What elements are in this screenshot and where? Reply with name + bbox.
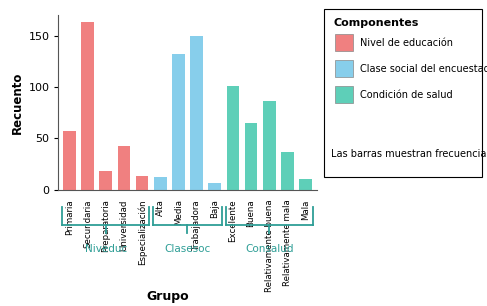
- Text: Componentes: Componentes: [334, 18, 419, 28]
- Bar: [63, 131, 75, 190]
- Bar: [226, 86, 239, 190]
- Bar: [281, 152, 294, 190]
- Bar: [245, 123, 258, 190]
- Text: Niveduc: Niveduc: [85, 244, 127, 254]
- Text: Consalud: Consalud: [245, 244, 294, 254]
- Text: Clasesoc: Clasesoc: [165, 244, 210, 254]
- Text: Grupo: Grupo: [147, 290, 189, 303]
- Bar: [208, 183, 221, 190]
- Text: Nivel de educación: Nivel de educación: [360, 38, 453, 48]
- Bar: [172, 54, 185, 190]
- Text: Condición de salud: Condición de salud: [360, 90, 453, 100]
- Bar: [300, 179, 312, 190]
- Bar: [263, 102, 276, 190]
- Bar: [81, 22, 94, 190]
- Bar: [136, 176, 149, 190]
- Bar: [190, 36, 203, 190]
- Y-axis label: Recuento: Recuento: [11, 71, 24, 134]
- Text: Las barras muestran frecuencias: Las barras muestran frecuencias: [331, 149, 487, 159]
- Bar: [99, 171, 112, 190]
- Text: Clase social del encuestado: Clase social del encuestado: [360, 64, 487, 74]
- Bar: [117, 146, 130, 190]
- Bar: [154, 177, 167, 190]
